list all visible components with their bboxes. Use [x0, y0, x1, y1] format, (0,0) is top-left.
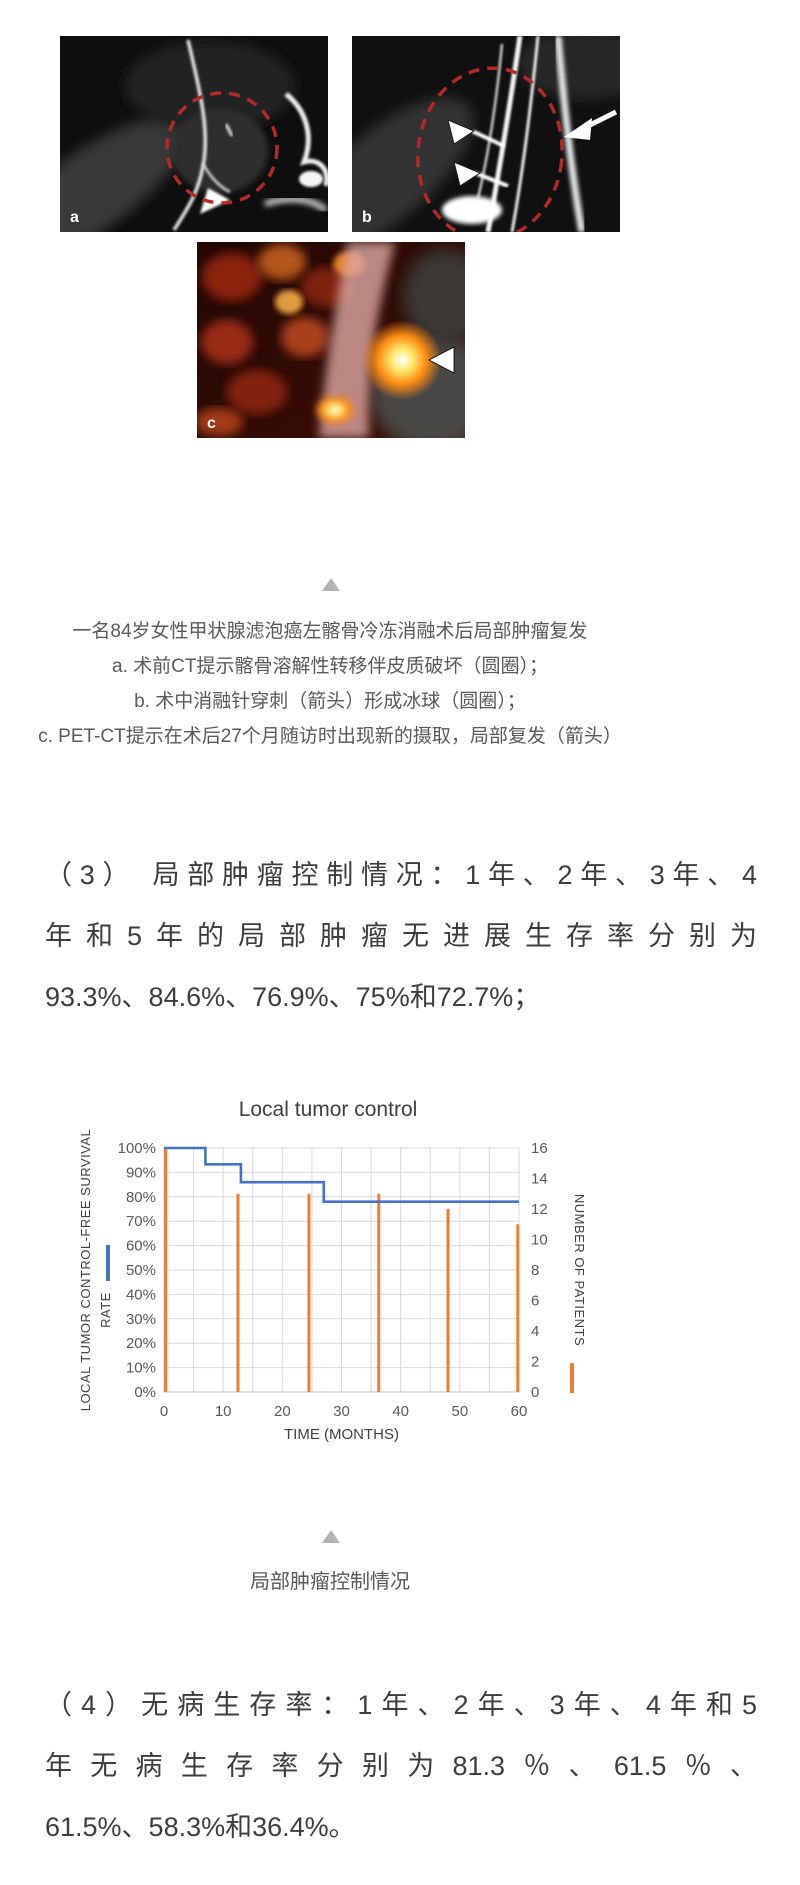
- right-axis-tick: 6: [531, 1293, 539, 1310]
- right-axis-tick: 4: [531, 1323, 539, 1340]
- recurrence-arrowhead: [428, 346, 455, 374]
- panel-label-c: c: [207, 415, 216, 432]
- left-axis-tick: 50%: [126, 1262, 156, 1279]
- left-axis-tick: 80%: [126, 1189, 156, 1206]
- paragraph-disease-free-survival: （4）无病生存率：1年、2年、3年、4年和5 年无病生存率分别为81.3％、61…: [45, 1675, 757, 1858]
- left-axis-tick: 40%: [126, 1286, 156, 1303]
- x-axis-tick: 60: [511, 1403, 528, 1420]
- paragraph-local-tumor-control: （3） 局部肿瘤控制情况：1年、2年、3年、4 年和5年的局部肿瘤无进展生存率分…: [45, 845, 757, 1028]
- left-axis-tick: 100%: [118, 1140, 156, 1157]
- x-axis-tick: 20: [274, 1403, 291, 1420]
- paragraph-4-line-2: 年无病生存率分别为81.3％、61.5％、: [45, 1751, 757, 1781]
- orange-series-legend-dash: [570, 1363, 574, 1393]
- blue-series-legend-dash: [106, 1245, 110, 1281]
- panel-label-b: b: [362, 209, 372, 226]
- left-axis-label-line1: LOCAL TUMOR CONTROL-FREE SURVIVAL: [78, 1129, 93, 1412]
- x-axis-tick: 40: [392, 1403, 409, 1420]
- figure-caption-line-3: b. 术中消融针穿刺（箭头）形成冰球（圆圈）；: [134, 691, 526, 712]
- ct-axial-image-a: [60, 36, 328, 232]
- survival-chart-svg: 100% 90% 80% 70% 60% 50% 40% 30% 20% 10% 0% 16 14 12 1…: [78, 1098, 587, 1443]
- survival-step-line: [164, 1146, 519, 1203]
- figure-caption: 一名84岁女性甲状腺滤泡癌左髂骨冷冻消融术后局部肿瘤复发 a. 术前CT提示髂骨…: [0, 614, 660, 754]
- left-axis-tick: 30%: [126, 1311, 156, 1328]
- chart-caption: 局部肿瘤控制情况: [250, 1571, 410, 1593]
- paragraph-4-line-1: （4）无病生存率：1年、2年、3年、4年和5: [45, 1690, 757, 1720]
- right-axis-tick: 8: [531, 1262, 539, 1279]
- paragraph-4-line-3: 61.5%、58.3%和36.4%。: [45, 1812, 356, 1842]
- collapse-triangle-icon: [322, 1530, 340, 1543]
- right-axis-tick: 2: [531, 1354, 539, 1371]
- right-axis-tick: 14: [531, 1171, 548, 1188]
- left-axis-tick: 10%: [126, 1360, 156, 1377]
- figure-panel-b-ct-image: b: [352, 36, 620, 232]
- local-tumor-control-chart: 100% 90% 80% 70% 60% 50% 40% 30% 20% 10% 0% 16 14 12 1…: [70, 1085, 600, 1480]
- x-axis-tick: 0: [160, 1403, 168, 1420]
- left-axis-tick: 70%: [126, 1213, 156, 1230]
- paragraph-3-line-3: 93.3%、84.6%、76.9%、75%和72.7%；: [45, 982, 541, 1012]
- left-axis-tick: 20%: [126, 1335, 156, 1352]
- figure-panel-a-ct-image: a: [60, 36, 328, 232]
- vessel-band: [319, 242, 395, 438]
- left-axis-tick: 90%: [126, 1164, 156, 1181]
- right-axis-tick: 16: [531, 1140, 548, 1157]
- x-axis-tick: 30: [333, 1403, 350, 1420]
- right-axis-tick: 10: [531, 1232, 548, 1249]
- ct-axial-image-b: [352, 36, 620, 232]
- lesion-circle-annotation: [165, 91, 279, 205]
- left-axis-tick: 60%: [126, 1238, 156, 1255]
- figure-caption-line-4: c. PET-CT提示在术后27个月随访时出现新的摄取，局部复发（箭头）: [38, 726, 622, 747]
- ice-ball-circle-annotation: [416, 66, 564, 232]
- needle-arrowhead-1: [447, 119, 476, 145]
- x-axis-tick: 50: [451, 1403, 468, 1420]
- right-axis-tick: 12: [531, 1201, 548, 1218]
- figure-panel-c-petct-image: c: [197, 242, 465, 438]
- left-axis-tick: 0%: [134, 1384, 156, 1401]
- bone-arrow: [564, 109, 618, 140]
- left-axis-label-line2: RATE: [98, 1292, 113, 1328]
- chart-title: Local tumor control: [239, 1098, 418, 1121]
- right-axis-label: NUMBER OF PATIENTS: [572, 1194, 587, 1346]
- figure-caption-line-1: 一名84岁女性甲状腺滤泡癌左髂骨冷冻消融术后局部肿瘤复发: [72, 621, 588, 642]
- panel-label-a: a: [70, 209, 79, 226]
- figure-caption-line-2: a. 术前CT提示髂骨溶解性转移伴皮质破坏（圆圈）；: [112, 656, 548, 677]
- petct-fusion-image-c: [197, 242, 465, 438]
- right-axis-tick: 0: [531, 1384, 539, 1401]
- fdg-uptake-hotspot: [362, 320, 442, 400]
- paragraph-3-line-1: （3） 局部肿瘤控制情况：1年、2年、3年、4: [45, 860, 757, 890]
- paragraph-3-line-2: 年和5年的局部肿瘤无进展生存率分别为: [45, 921, 757, 951]
- x-axis-tick: 10: [215, 1403, 232, 1420]
- x-axis-label: TIME (MONTHS): [284, 1426, 399, 1443]
- collapse-triangle-icon: [322, 578, 340, 591]
- needle-arrowhead-2: [453, 161, 482, 187]
